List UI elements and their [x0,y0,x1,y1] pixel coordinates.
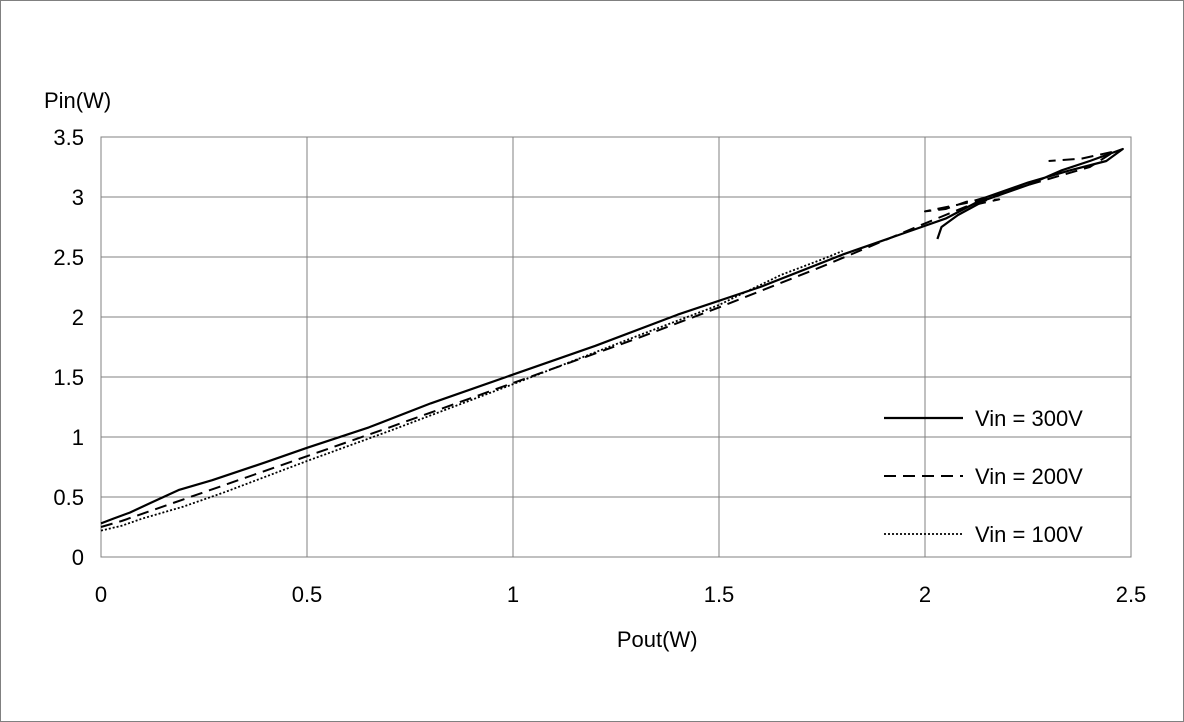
x-axis-title: Pout(W) [617,627,698,652]
y-tick-label: 2.5 [53,245,84,270]
legend: Vin = 300V Vin = 200V Vin = 100V [884,406,1083,547]
series-line-3 [100,250,843,532]
x-tick-label: 0.5 [292,582,323,607]
tick-label-layer: 0 0.5 1 1.5 2 2.5 0 0.5 1 1.5 2 2.5 3 3.5 [53,125,1146,607]
y-tick-label: 0.5 [53,485,84,510]
x-tick-label: 0 [95,582,107,607]
y-tick-label: 1.5 [53,365,84,390]
x-tick-label: 2 [919,582,931,607]
series-line-2 [100,150,1116,528]
y-axis-title: Pin(W) [44,88,111,113]
series-layer [100,147,1124,532]
legend-label-3: Vin = 100V [975,522,1083,547]
x-tick-label: 1 [507,582,519,607]
y-tick-label: 3.5 [53,125,84,150]
legend-label-1: Vin = 300V [975,406,1083,431]
x-tick-label: 1.5 [704,582,735,607]
plot-area-border [100,136,1132,558]
y-tick-label: 3 [72,185,84,210]
y-tick-label: 0 [72,545,84,570]
y-tick-label: 1 [72,425,84,450]
series-line-1 [100,147,1124,525]
y-tick-label: 2 [72,305,84,330]
x-tick-label: 2.5 [1116,582,1147,607]
legend-label-2: Vin = 200V [975,464,1083,489]
